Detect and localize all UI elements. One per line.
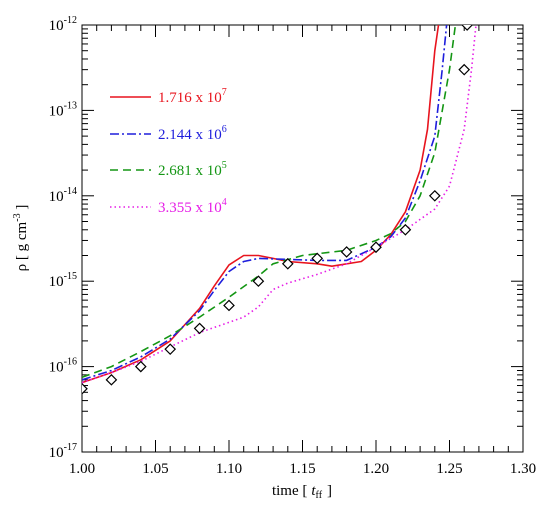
series-line-1 <box>82 25 440 384</box>
legend-label-2: 2.144 x 106 <box>158 124 227 143</box>
y-tick-label: 10-12 <box>49 15 77 34</box>
y-tick-label: 10-17 <box>49 442 77 461</box>
series-line-3 <box>82 25 457 379</box>
x-tick-label: 1.00 <box>69 461 95 477</box>
y-axis-label-main: ρ [ g cm <box>14 221 30 271</box>
plot-frame <box>81 24 524 453</box>
diamond-marker <box>428 189 441 202</box>
diamond-marker <box>252 275 265 288</box>
legend-label-3: 2.681 x 105 <box>158 160 227 179</box>
x-tick-label: 1.25 <box>436 461 462 477</box>
diamond-marker <box>134 360 147 373</box>
x-axis-label-close: ] <box>327 483 332 499</box>
y-axis-label-sup: -3 <box>12 213 23 221</box>
diamond-marker <box>223 299 235 312</box>
legend-label-1: 1.716 x 107 <box>158 87 227 106</box>
diamond-marker <box>281 257 294 270</box>
y-axis-label: ρ [ g cm-3 ] <box>12 205 30 272</box>
y-tick-label: 10-15 <box>49 271 77 290</box>
series-layer <box>82 25 477 384</box>
diamond-marker <box>461 25 473 31</box>
diamond-marker <box>370 241 382 254</box>
x-axis-label: time [tff] <box>272 483 332 501</box>
x-tick-label: 1.05 <box>142 461 168 477</box>
x-tick-label: 1.20 <box>363 461 389 477</box>
diamond-marker <box>164 343 177 356</box>
legend-label-4: 3.355 x 104 <box>158 197 227 216</box>
diamond-marker <box>193 322 206 335</box>
x-tick-label: 1.10 <box>216 461 242 477</box>
diamond-marker <box>340 246 353 258</box>
diamond-marker <box>311 252 324 265</box>
x-tick-label: 1.15 <box>289 461 315 477</box>
y-tick-label: 10-16 <box>49 357 77 376</box>
y-tick-label: 10-13 <box>49 100 77 119</box>
series-line-2 <box>82 25 448 381</box>
diamond-marker <box>105 373 118 386</box>
y-tick-label: 10-14 <box>49 186 77 205</box>
legend: 1.716 x 107 2.144 x 106 2.681 x 105 3.355 x… <box>110 87 227 216</box>
marker-layer <box>82 25 473 395</box>
axis-ticks <box>81 24 524 453</box>
y-axis-label-close: ] <box>14 205 30 214</box>
x-tick-labels: 1.00 1.05 1.10 1.15 1.20 1.25 1.30 <box>69 461 536 477</box>
x-axis-label-var: t <box>311 483 316 499</box>
x-axis-label-sub: ff <box>316 490 323 501</box>
y-tick-labels: 10-17 10-16 10-15 10-14 10-13 10-12 <box>49 15 77 461</box>
x-axis-label-main: time [ <box>272 483 307 499</box>
series-line-4 <box>82 25 477 384</box>
diamond-marker <box>399 223 412 236</box>
x-tick-label: 1.30 <box>510 461 536 477</box>
diamond-marker <box>458 63 471 76</box>
diamond-marker <box>82 382 88 395</box>
